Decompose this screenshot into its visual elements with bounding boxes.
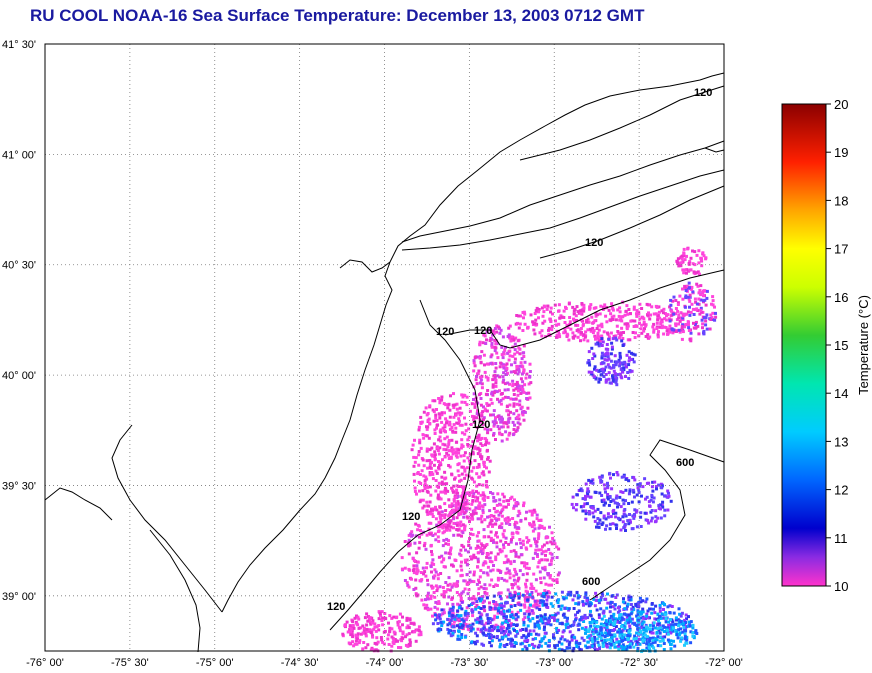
isobath-label: 120	[327, 601, 345, 613]
longitude-tick-label: -74° 00'	[366, 657, 404, 669]
colorbar-tick-label: 18	[834, 193, 848, 208]
isobath-label: 120	[436, 326, 454, 338]
connecticut-coast	[389, 72, 725, 263]
colorbar-tick-label: 11	[834, 531, 848, 546]
colorbar-tick-label: 14	[834, 386, 848, 401]
isobath-label: 600	[676, 457, 694, 469]
longitude-tick-label: -75° 30'	[111, 657, 149, 669]
longitude-tick-label: -72° 00'	[705, 657, 743, 669]
latitude-tick-label: 39° 30'	[2, 480, 36, 492]
colorbar-tick-label: 16	[834, 290, 848, 305]
latitude-tick-label: 39° 00'	[2, 591, 36, 603]
colorbar-tick-label: 20	[834, 97, 848, 112]
colorbar	[781, 103, 827, 587]
isobath-120-south	[329, 299, 481, 631]
isobath-labels: 120 120 120 120 120 120 120 600 600	[327, 87, 712, 613]
longitude-tick-label: -73° 00'	[535, 657, 573, 669]
new-york-bight-shore	[339, 259, 391, 273]
isobath-120-hudson	[444, 269, 725, 349]
colorbar-tick-label: 15	[834, 338, 848, 353]
colorbar-tick-label: 19	[834, 145, 848, 160]
isobath-label: 120	[402, 511, 420, 523]
new-jersey-coast	[221, 261, 393, 613]
latitude-tick-label: 40° 30'	[2, 260, 36, 272]
colorbar-tick-label: 17	[834, 242, 848, 257]
delaware-bay-shore	[111, 424, 223, 613]
graticule	[45, 44, 724, 651]
longitude-tick-label: -76° 00'	[26, 657, 64, 669]
isobath-label: 120	[472, 419, 490, 431]
colorbar-tick-label: 10	[834, 579, 848, 594]
isobath-120-north	[519, 85, 725, 161]
sst-pixel-layer	[341, 246, 718, 653]
colorbar-tick-label: 12	[834, 483, 848, 498]
chesapeake-shore	[44, 487, 113, 521]
longitude-tick-label: -75° 00'	[196, 657, 234, 669]
latitude-labels: 41° 30' 41° 00' 40° 30' 40° 00' 39° 30' 39° 0…	[2, 39, 36, 603]
colorbar-label: Temperature (°C)	[856, 295, 871, 395]
isobath-label: 600	[582, 576, 600, 588]
colorbar-ticks: 20 19 18 17 16 15 14 13 12 11 10	[826, 97, 848, 594]
latitude-tick-label: 40° 00'	[2, 370, 36, 382]
longitude-labels: -76° 00' -75° 30' -75° 00' -74° 30' -74° 00'…	[26, 657, 743, 669]
latitude-tick-label: 41° 00'	[2, 149, 36, 161]
isobath-label: 120	[474, 325, 492, 337]
longitude-tick-label: -73° 30'	[451, 657, 489, 669]
isobath-label: 120	[585, 237, 603, 249]
isobath-label: 120	[694, 87, 712, 99]
coastline	[44, 72, 725, 653]
longitude-tick-label: -74° 30'	[281, 657, 319, 669]
longitude-tick-label: -72° 30'	[620, 657, 658, 669]
isobath-600	[589, 439, 725, 601]
map-frame	[44, 43, 725, 652]
map-title: RU COOL NOAA-16 Sea Surface Temperature:…	[30, 6, 645, 25]
colorbar-tick-label: 13	[834, 434, 848, 449]
long-island-east-end	[704, 147, 725, 153]
long-island-south-shore	[401, 169, 725, 251]
long-island-north-shore	[401, 140, 725, 243]
delmarva-coast	[149, 529, 201, 653]
isobath-shelf-mid	[539, 185, 725, 259]
latitude-tick-label: 41° 30'	[2, 39, 36, 51]
